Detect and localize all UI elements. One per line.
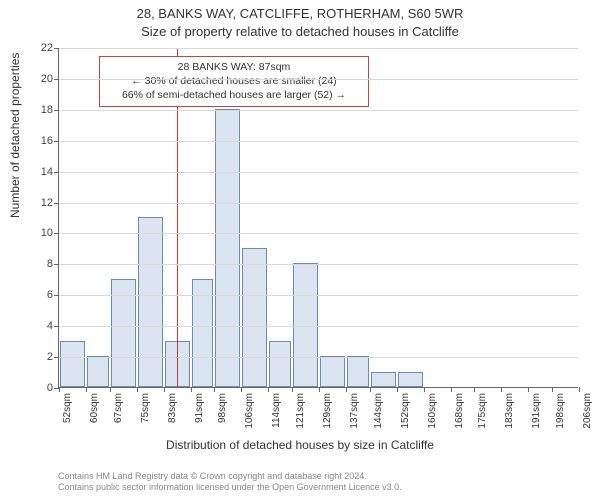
xtick-mark — [268, 387, 269, 392]
xtick-mark — [86, 387, 87, 392]
xtick-mark — [424, 387, 425, 392]
histogram-bar — [320, 356, 345, 387]
xtick-label: 206sqm — [582, 393, 593, 429]
ytick-label: 16 — [41, 135, 53, 147]
ytick-label: 6 — [47, 289, 53, 301]
ytick-label: 10 — [41, 227, 53, 239]
xtick-label: 52sqm — [62, 393, 73, 423]
xtick-label: 91sqm — [194, 393, 205, 423]
gridline — [59, 357, 578, 358]
xtick-mark — [528, 387, 529, 392]
ytick-mark — [54, 264, 59, 265]
ytick-mark — [54, 141, 59, 142]
xtick-mark — [214, 387, 215, 392]
ytick-mark — [54, 203, 59, 204]
footer-line2: Contains public sector information licen… — [58, 482, 402, 494]
xtick-mark — [501, 387, 502, 392]
gridline — [59, 141, 578, 142]
xtick-label: 129sqm — [322, 393, 333, 429]
xtick-mark — [346, 387, 347, 392]
xtick-label: 83sqm — [167, 393, 178, 423]
xtick-label: 106sqm — [244, 393, 255, 429]
xtick-label: 137sqm — [349, 393, 360, 429]
xtick-mark — [292, 387, 293, 392]
gridline — [59, 79, 578, 80]
chart-container: 28, BANKS WAY, CATCLIFFE, ROTHERHAM, S60… — [0, 0, 600, 500]
xtick-label: 67sqm — [113, 393, 124, 423]
gridline — [59, 48, 578, 49]
ytick-mark — [54, 295, 59, 296]
gridline — [59, 326, 578, 327]
annotation-box: 28 BANKS WAY: 87sqm ← 30% of detached ho… — [99, 56, 369, 107]
xtick-mark — [319, 387, 320, 392]
ytick-mark — [54, 172, 59, 173]
histogram-bar — [87, 356, 109, 387]
histogram-bar — [371, 372, 396, 387]
ytick-label: 20 — [41, 73, 53, 85]
y-axis-label: Number of detached properties — [8, 53, 22, 218]
histogram-bar — [215, 109, 240, 387]
xtick-mark — [579, 387, 580, 392]
xtick-label: 168sqm — [454, 393, 465, 429]
histogram-bar — [138, 217, 163, 387]
xtick-label: 98sqm — [217, 393, 228, 423]
xtick-mark — [110, 387, 111, 392]
xtick-mark — [59, 387, 60, 392]
ytick-label: 2 — [47, 351, 53, 363]
histogram-bar — [60, 341, 85, 387]
gridline — [59, 233, 578, 234]
histogram-bar — [269, 341, 291, 387]
xtick-mark — [397, 387, 398, 392]
xtick-mark — [370, 387, 371, 392]
histogram-bar — [347, 356, 369, 387]
chart-subtitle: Size of property relative to detached ho… — [0, 24, 600, 39]
ytick-label: 14 — [41, 166, 53, 178]
xtick-mark — [451, 387, 452, 392]
xtick-label: 144sqm — [373, 393, 384, 429]
annotation-line3: 66% of semi-detached houses are larger (… — [106, 88, 362, 102]
xtick-label: 75sqm — [140, 393, 151, 423]
xtick-label: 175sqm — [477, 393, 488, 429]
xtick-mark — [552, 387, 553, 392]
annotation-line1: 28 BANKS WAY: 87sqm — [106, 60, 362, 74]
xtick-label: 191sqm — [531, 393, 542, 429]
ytick-label: 12 — [41, 197, 53, 209]
xtick-label: 114sqm — [271, 393, 282, 428]
gridline — [59, 295, 578, 296]
gridline — [59, 172, 578, 173]
xtick-label: 160sqm — [427, 393, 438, 429]
xtick-mark — [191, 387, 192, 392]
ytick-mark — [54, 79, 59, 80]
xtick-mark — [241, 387, 242, 392]
chart-title-address: 28, BANKS WAY, CATCLIFFE, ROTHERHAM, S60… — [0, 6, 600, 21]
ytick-mark — [54, 357, 59, 358]
gridline — [59, 203, 578, 204]
xtick-label: 152sqm — [400, 393, 411, 429]
footer-line1: Contains HM Land Registry data © Crown c… — [58, 471, 402, 483]
histogram-bar — [242, 248, 267, 387]
ytick-label: 4 — [47, 320, 53, 332]
ytick-mark — [54, 233, 59, 234]
xtick-label: 121sqm — [295, 393, 306, 429]
ytick-mark — [54, 48, 59, 49]
ytick-label: 0 — [47, 382, 53, 394]
xtick-mark — [164, 387, 165, 392]
xtick-label: 198sqm — [555, 393, 566, 429]
x-axis-label: Distribution of detached houses by size … — [0, 438, 600, 452]
ytick-mark — [54, 326, 59, 327]
footer-attribution: Contains HM Land Registry data © Crown c… — [58, 471, 402, 494]
histogram-bar — [398, 372, 423, 387]
ytick-label: 22 — [41, 42, 53, 54]
xtick-mark — [474, 387, 475, 392]
gridline — [59, 264, 578, 265]
xtick-mark — [137, 387, 138, 392]
gridline — [59, 110, 578, 111]
plot-area: 28 BANKS WAY: 87sqm ← 30% of detached ho… — [58, 48, 578, 388]
xtick-label: 60sqm — [89, 393, 100, 423]
xtick-label: 183sqm — [504, 393, 515, 429]
ytick-label: 18 — [41, 104, 53, 116]
annotation-line2: ← 30% of detached houses are smaller (24… — [106, 74, 362, 88]
ytick-mark — [54, 110, 59, 111]
ytick-label: 8 — [47, 258, 53, 270]
